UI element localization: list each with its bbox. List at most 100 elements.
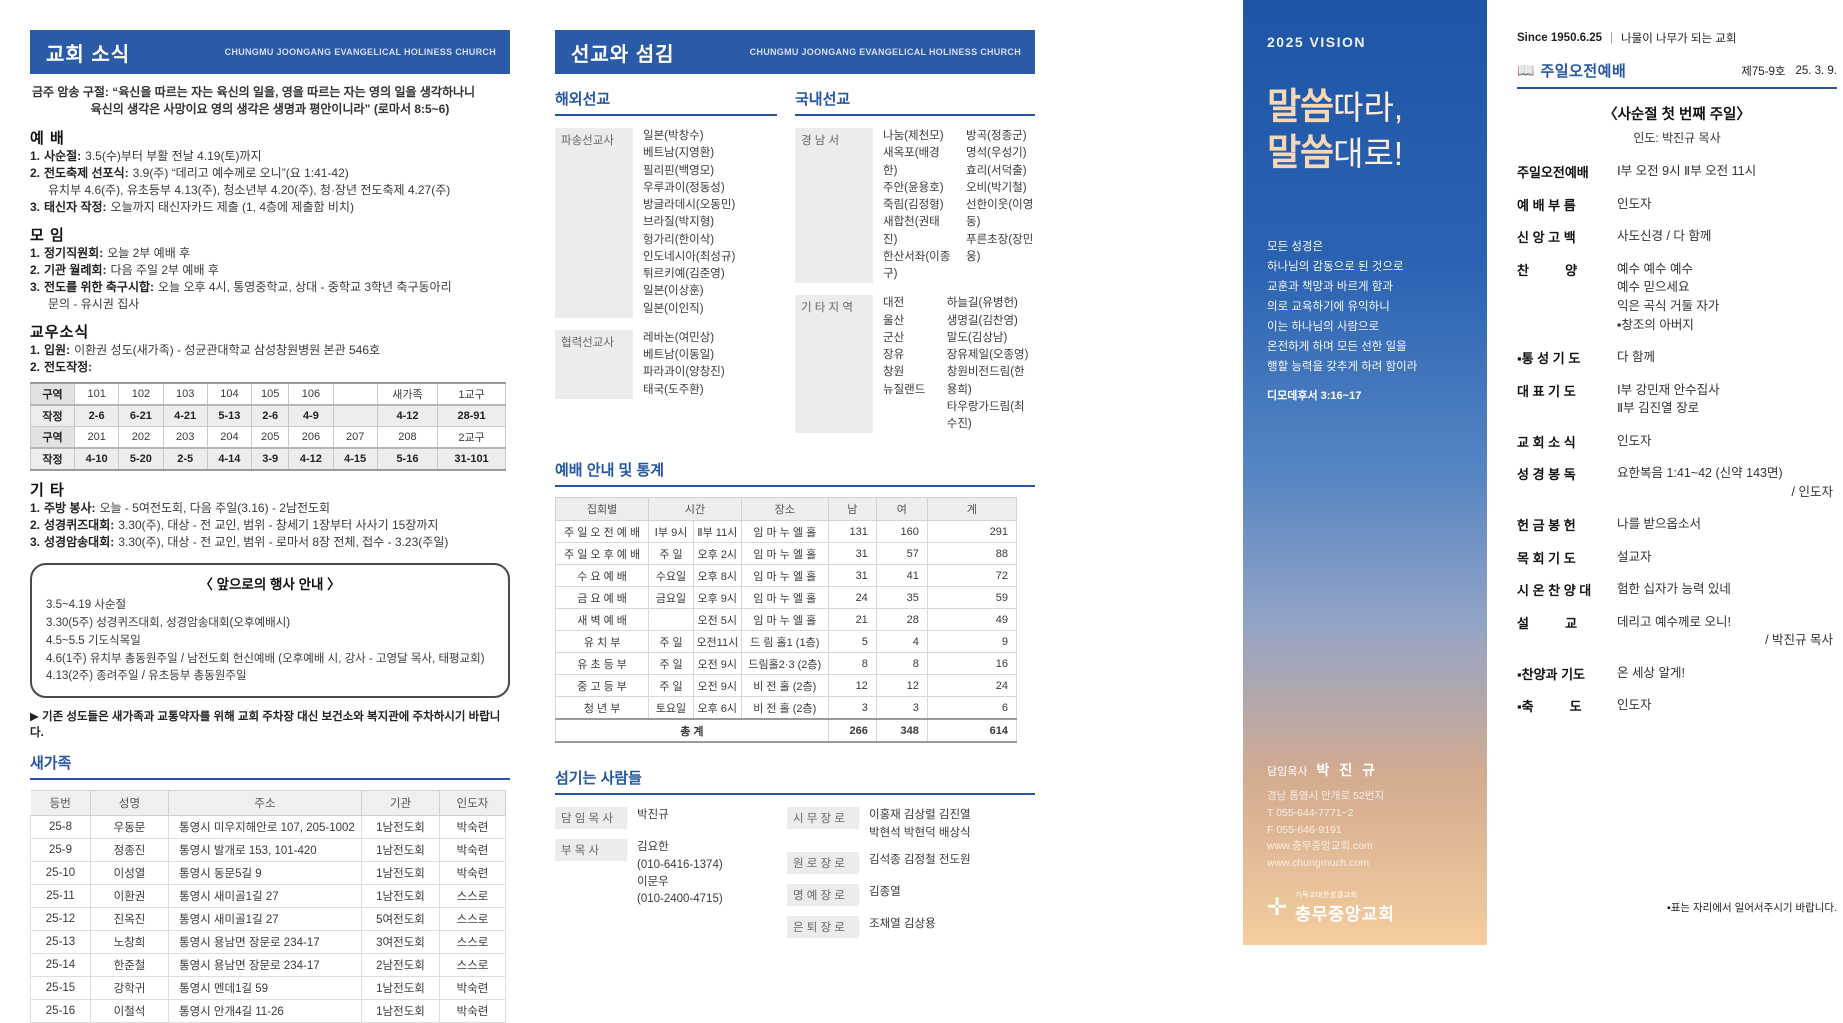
order-line: Ⅰ부 오전 9시 Ⅱ부 오전 11시 bbox=[1617, 164, 1757, 178]
missions-title: 선교와 섬김 bbox=[571, 43, 675, 66]
senior-pastor-group: 담 임 목 사 박진규 bbox=[555, 807, 765, 830]
table-row: 청 년 부 토요일 오후 6시 비 전 홀 (2층) 3 3 6 bbox=[554, 696, 1018, 720]
order-line: 험한 십자가 능력 있네 bbox=[1617, 582, 1731, 596]
panel-vision-cover: 2025 VISION 말씀따라, 말씀대로! 모든 성경은 하나님의 감동으로 … bbox=[1243, 0, 1487, 945]
verse-line: 이는 하나님의 사람으로 bbox=[1267, 321, 1380, 333]
order-row: 찬 양 예수 예수 예수 예수 믿으세요 익은 곡식 거둘 자가 ▪창조의 아버… bbox=[1517, 260, 1837, 335]
church-address: 경남 통영시 안개로 52번지 bbox=[1267, 790, 1385, 803]
col-place: 장소 bbox=[740, 497, 829, 522]
other-regions-col2: 하늘길(유병헌) 생명길(김찬영) 말도(김상남) 장유제일(오종영) 창원비전드림(한… bbox=[947, 295, 1035, 433]
person-line: 이홍재 김상렬 김진열 bbox=[869, 809, 971, 822]
slogan-word-rest: 따라, bbox=[1333, 89, 1403, 126]
order-row: 성 경 봉 독 요한복음 1:41~42 (신약 143면) / 인도자 bbox=[1517, 464, 1837, 502]
pastor-name: 박 진 규 bbox=[1316, 762, 1378, 779]
person-line: (010-2400-4715) bbox=[637, 893, 723, 905]
table-row: 25-16 이철석 통영시 안개4길 11-26 1남전도회 박숙련 bbox=[30, 999, 506, 1023]
panel-church-news: 교회 소식 CHUNGMU JOONGANG EVANGELICAL HOLIN… bbox=[30, 0, 510, 1023]
church-line: 타우랑가드림(최수진) bbox=[946, 400, 1025, 430]
table-row: 25-13 노창희 통영시 용남면 장문로 234-17 3여전도회 스스로 bbox=[30, 930, 506, 955]
church-news-title: 교회 소식 bbox=[46, 43, 131, 66]
order-label: 성 경 봉 독 bbox=[1517, 467, 1576, 482]
missionary-line: 파라과이(양창진) bbox=[643, 366, 725, 379]
order-line: 인도자 bbox=[1617, 433, 1652, 448]
missionary-line: 튀르키예(김준영) bbox=[643, 268, 725, 280]
servants-columns: 담 임 목 사 박진규 부 목 사 김요한 (010-6416-1374) 이문우 (… bbox=[555, 807, 1035, 948]
list-item: 1. 사순절: 3.5(수)부터 부활 전날 4.19(토)까지 bbox=[30, 148, 262, 163]
honorary-elders-label: 명 예 장 로 bbox=[787, 883, 859, 906]
col-time: 시간 bbox=[648, 497, 742, 522]
stats-total-row: 총 계 266 348 614 bbox=[555, 718, 1018, 743]
person-line: 김요한 bbox=[637, 841, 669, 854]
coop-missionaries-group: 협력선교사 레바논(여민상) 베트남(이동일) 파라과이(양창진) 태국(도주환) bbox=[555, 329, 777, 399]
missionary-line: 일본(박창수) bbox=[643, 130, 704, 142]
slogan-word-bold: 말씀 bbox=[1267, 86, 1334, 127]
event-line: 4.13(2주) 종려주일 / 유초등부 총동원주일 bbox=[46, 670, 247, 683]
panel-missions: 선교와 섬김 CHUNGMU JOONGANG EVANGELICAL HOLI… bbox=[554, 0, 1035, 948]
church-line: 오비(박기철) bbox=[966, 181, 1027, 194]
table-row: 25-11 이환권 통영시 새미골1길 27 1남전도회 스스로 bbox=[30, 884, 506, 909]
event-line: 3.30(5주) 성경퀴즈대회, 성경암송대회(오후예배시) bbox=[46, 617, 291, 629]
meeting-items: 1. 정기직원회: 오늘 2부 예배 후 2. 기관 월례회: 다음 주일 2부 예배 … bbox=[30, 245, 510, 313]
church-website-en: www.chungmuch.com bbox=[1267, 857, 1370, 870]
table-row: 25-8 우동문 통영시 미우지해안로 107, 205-1002 1남전도회 박숙련 bbox=[30, 815, 506, 840]
order-line: 인도자 bbox=[1617, 698, 1652, 712]
list-item: 2. 성경퀴즈대회: 3.30(주), 대상 - 전 교인, 범위 - 창세기 1장… bbox=[30, 518, 439, 533]
elders-lines: 이홍재 김상렬 김진열 박현석 박현덕 배상식 bbox=[869, 807, 971, 842]
church-line: 효리(서덕출) bbox=[966, 164, 1027, 177]
list-item: 2. 전도작정: bbox=[30, 360, 93, 375]
domestic-title: 국내선교 bbox=[795, 88, 1035, 116]
gyeongnam-col2: 방곡(정종군) 명석(우성기) 효리(서덕출) 오비(박기철) 선한이웃(이영동) 푸른초… bbox=[966, 128, 1035, 283]
table-row: 25-15 강학귀 통영시 멘데1길 59 1남전도회 박숙련 bbox=[30, 976, 506, 1001]
upcoming-events-lines: 3.5~4.19 사순절 3.30(5주) 성경퀴즈대회, 성경암송대회(오후예배… bbox=[46, 597, 494, 686]
missionary-line: 필리핀(백영모) bbox=[643, 164, 715, 177]
gyeongnam-group: 경 남 서 나눔(제천모) 새옥포(배경한) 주안(윤용호) 죽림(김정형) 새합천(권… bbox=[795, 128, 1035, 284]
newcomers-table-body: 25-8 우동문 통영시 미우지해안로 107, 205-1002 1남전도회 박숙련 2… bbox=[30, 815, 506, 1023]
church-contact: 경남 통영시 안개로 52번지 T 055-644-7771~2 F 055-6… bbox=[1267, 788, 1463, 872]
issue-number: 제75-9호 bbox=[1741, 65, 1786, 78]
slogan-word-bold: 말씀 bbox=[1267, 132, 1334, 174]
order-content: 인도자 bbox=[1617, 432, 1837, 451]
order-content: 데리고 예수께로 오니! / 박진규 목사 bbox=[1617, 613, 1837, 651]
stats-header-row: 집회별 시간 장소 남 여 계 bbox=[554, 497, 1018, 522]
missionary-line: 레바논(여민상) bbox=[643, 331, 715, 344]
person-line: 조채열 김상용 bbox=[869, 917, 936, 930]
missions-columns: 해외선교 파송선교사 일본(박창수) 베트남(지영환) 필리핀(백영모) 우루과이(정… bbox=[555, 88, 1035, 434]
order-row: 주일오전예배 Ⅰ부 오전 9시 Ⅱ부 오전 11시 bbox=[1517, 162, 1837, 181]
order-line: / 박진규 목사 bbox=[1765, 633, 1833, 648]
order-row: 신 앙 고 백 사도신경 / 다 함께 bbox=[1517, 227, 1837, 246]
table-row: 구역 101 102 103 104 105 106 새가족 1교구 bbox=[30, 382, 506, 406]
section-worship-title: 예 배 bbox=[30, 129, 65, 147]
order-line: 나를 받으옵소서 bbox=[1617, 517, 1701, 531]
event-line: 4.5~5.5 기도식목일 bbox=[46, 634, 141, 647]
church-line: 선한이웃(이영동) bbox=[966, 199, 1034, 229]
missionary-line: 태국(도주환) bbox=[643, 383, 704, 396]
stats-table-body: 주 일 오 전 예 배 Ⅰ부 9시 Ⅱ부 11시 임 마 누 엘 홀 131 160 291… bbox=[554, 520, 1018, 720]
region-line: 뉴질랜드 bbox=[883, 383, 926, 396]
list-item: 3. 태신자 작정: 오늘까지 태신자카드 제출 (1, 4층에 제출함 비치) bbox=[30, 199, 354, 214]
elders-label: 시 무 장 로 bbox=[787, 807, 859, 830]
region-line: 군산 bbox=[883, 331, 905, 344]
order-line: / 인도자 bbox=[1791, 484, 1833, 499]
church-line: 방곡(정종군) bbox=[966, 130, 1027, 142]
list-item: 3. 전도를 위한 축구시합: 오늘 오후 4시, 통영중학교, 상대 - 중학교 … bbox=[30, 279, 452, 311]
etc-items: 1. 주방 봉사: 오늘 - 5여전도회, 다음 주일(3.16) - 2남전도회 … bbox=[30, 500, 510, 551]
order-content: 나를 받으옵소서 bbox=[1617, 515, 1837, 534]
verse-line: 의로 교육하기에 유익하니 bbox=[1267, 300, 1390, 313]
order-content: 설교자 bbox=[1617, 548, 1837, 567]
section-etc: 기 타 1. 주방 봉사: 오늘 - 5여전도회, 다음 주일(3.16) - 2남… bbox=[30, 479, 510, 551]
church-logo: ✛ 기독교대한성결교회 충무중앙교회 bbox=[1267, 890, 1463, 925]
order-row: 헌 금 봉 헌 나를 받으옵소서 bbox=[1517, 515, 1837, 534]
order-row: ▪찬양과 기도 온 세상 알게! bbox=[1517, 664, 1837, 683]
order-row: 설 교 데리고 예수께로 오니! / 박진규 목사 bbox=[1517, 613, 1837, 651]
section-worship: 예 배 1. 사순절: 3.5(수)부터 부활 전날 4.19(토)까지 2. 전도축… bbox=[30, 127, 510, 216]
region-line: 울산 bbox=[883, 314, 905, 327]
order-content: Ⅰ부 강민재 안수집사 Ⅱ부 김진열 장로 bbox=[1617, 381, 1837, 419]
order-of-service: 주일오전예배 Ⅰ부 오전 9시 Ⅱ부 오전 11시 예 배 부 름 인도자 신 … bbox=[1517, 162, 1837, 729]
emeritus-elders-lines: 김석종 김정철 전도원 bbox=[869, 852, 971, 874]
section-member-news: 교우소식 1. 입원: 이환권 성도(새가족) - 성균관대학교 삼성창원병원 본관… bbox=[30, 321, 510, 472]
church-slogan: 나물이 나무가 되는 교회 bbox=[1621, 33, 1737, 45]
verse-line: 교훈과 책망과 바르게 함과 bbox=[1267, 280, 1393, 293]
total-sum: 614 bbox=[926, 718, 1018, 743]
